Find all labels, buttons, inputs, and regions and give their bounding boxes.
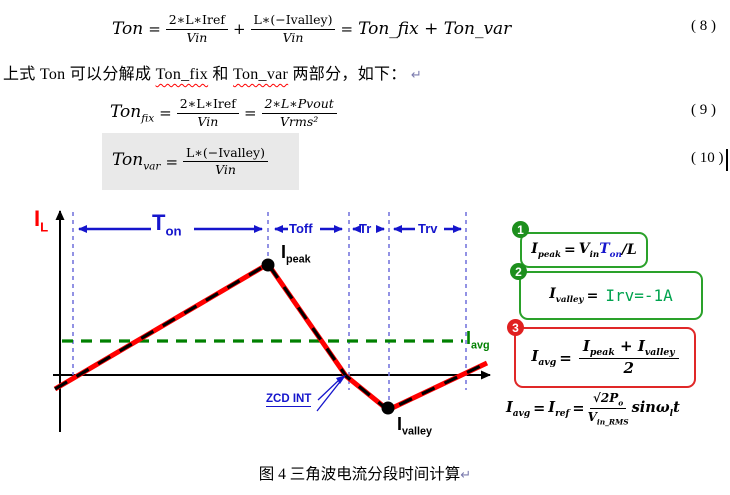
iref-sine-term: sinωlt: [631, 398, 680, 419]
equation-8: Ton = 2∗L∗Iref Vin + L∗(−Ivalley) Vin = …: [112, 8, 511, 50]
ipeak-eq-equals: =: [564, 242, 576, 258]
eq10-fraction: L∗(−Ivalley) Vin: [183, 145, 268, 179]
eq8-frac1-denominator: Vin: [186, 29, 208, 45]
eq8-fraction-1: 2∗L∗Iref Vin: [165, 12, 228, 46]
eq9-base: Tonfix: [110, 101, 155, 125]
zcd-pointer-line-2: [316, 377, 344, 412]
toff-interval-label: Toff: [289, 221, 313, 236]
iavg-eq-lhs: Iavg: [531, 347, 557, 368]
eq9-frac2-numerator: 2∗L∗Pvout: [261, 96, 337, 114]
iavg-eq-equals: =: [559, 348, 572, 367]
iavg-label: Iavg: [466, 328, 490, 352]
peak-point: [261, 258, 275, 272]
equation-10-number: ( 10 ): [691, 150, 724, 166]
iref-mid: Iref: [548, 398, 570, 419]
iavg-eq-numerator: Ipeak + Ivalley: [578, 337, 679, 360]
iref-denominator: Vin_RMS: [587, 410, 629, 427]
ivalley-eq-equals: =: [586, 287, 599, 304]
iavg-eq-denominator: 2: [623, 359, 634, 378]
eq9-equals-2: =: [243, 104, 257, 122]
eq9-equals: =: [159, 104, 172, 122]
ipeak-eq-vin: Vin: [578, 240, 600, 260]
paragraph-before: 上式 Ton 可以分解成: [3, 66, 156, 83]
step-3-badge: 3: [507, 319, 524, 336]
iref-lhs: Iavg: [506, 398, 531, 419]
text-cursor[interactable]: [726, 149, 728, 171]
valley-point: [381, 401, 395, 415]
zcd-pointer-arrowhead: [336, 375, 346, 384]
eq10-frac-denominator: Vin: [215, 162, 236, 177]
eq8-frac1-numerator: 2∗L∗Iref: [165, 12, 228, 30]
zcd-pointer-line-1: [317, 378, 341, 401]
eq8-equals-2: =: [340, 20, 354, 38]
eq9-frac2-denominator: Vrms²: [280, 113, 319, 129]
ivalley-eq-value: Irv=-1A: [605, 286, 673, 305]
eq9-fraction-2: 2∗L∗Pvout Vrms²: [261, 96, 337, 130]
step-2-badge: 2: [510, 263, 527, 280]
inductor-current-dashed-overlay: [54, 262, 488, 412]
iref-fraction: √2Po Vin_RMS: [588, 390, 629, 428]
eq8-frac2-denominator: Vin: [282, 29, 304, 45]
eq10-equals: =: [165, 152, 179, 171]
eq8-fraction-2: L∗(−Ivalley) Vin: [250, 12, 336, 46]
ton-interval-label: Ton: [152, 210, 182, 239]
iref-formula: Iavg = Iref = √2Po Vin_RMS sinωlt: [506, 390, 680, 428]
eq10-subscript: var: [143, 160, 161, 173]
iavg-eq-fraction: Ipeak + Ivalley 2: [578, 337, 679, 378]
eq10-frac-numerator: L∗(−Ivalley): [183, 145, 268, 162]
eq9-subscript: fix: [141, 112, 155, 125]
eq9-frac1-numerator: 2∗L∗Iref: [176, 96, 239, 114]
iavg-formula-box: Iavg = Ipeak + Ivalley 2: [514, 327, 696, 388]
tr-interval-label: Tr: [359, 221, 372, 236]
paragraph-after: 两部分，如下：: [288, 66, 411, 83]
eq9-fraction-1: 2∗L∗Iref Vin: [176, 96, 239, 130]
paragraph-mark-icon: ↵: [410, 67, 423, 82]
equation-10: Tonvar = L∗(−Ivalley) Vin: [112, 133, 268, 190]
eq8-rhs: Ton_fix + Ton_var: [358, 19, 512, 39]
step-1-badge: 1: [512, 221, 529, 238]
iref-equals-2: =: [572, 400, 585, 418]
waveform-diagram: [53, 210, 491, 432]
paragraph-term-tonfix: Ton_fix: [155, 66, 209, 83]
eq10-base: Tonvar: [112, 150, 161, 173]
paragraph-term-tonvar: Ton_var: [233, 66, 289, 83]
paragraph-middle: 和: [208, 66, 233, 83]
ipeak-eq-lhs: Ipeak: [531, 240, 562, 260]
zcd-int-label: ZCD INT: [266, 393, 312, 407]
ipeak-formula-box: Ipeak = Vin Ton /L: [520, 232, 648, 268]
equation-9: Tonfix = 2∗L∗Iref Vin = 2∗L∗Pvout Vrms²: [110, 90, 337, 136]
ipeak-label: Ipeak: [281, 242, 311, 266]
iref-equals-1: =: [533, 400, 546, 418]
eq8-equals: =: [148, 20, 161, 38]
iref-numerator: √2Po: [589, 390, 627, 410]
trv-interval-label: Trv: [418, 221, 438, 236]
ipeak-eq-ton: Ton: [599, 240, 622, 260]
inductor-current-waveform: [53, 261, 489, 413]
eq9-frac1-denominator: Vin: [197, 113, 219, 129]
eq8-frac2-numerator: L∗(−Ivalley): [250, 12, 336, 30]
paragraph-text: 上式 Ton 可以分解成 Ton_fix 和 Ton_var 两部分，如下： ↵: [3, 60, 422, 84]
eq8-plus: +: [232, 20, 246, 38]
ipeak-eq-over-l: /L: [621, 242, 637, 258]
equation-8-number: ( 8 ): [691, 18, 716, 34]
figure-caption: 图 4 三角波电流分段时间计算↵: [0, 462, 730, 484]
caption-paragraph-mark-icon: ↵: [460, 467, 472, 482]
eq8-lhs: Ton: [112, 19, 144, 39]
y-axis-label: IL: [34, 206, 49, 235]
equation-9-number: ( 9 ): [691, 102, 716, 118]
ivalley-label: Ivalley: [397, 414, 433, 438]
caption-text: 图 4 三角波电流分段时间计算: [258, 466, 461, 483]
ivalley-eq-lhs: Ivalley: [549, 286, 584, 305]
ivalley-formula-box: Ivalley = Irv=-1A: [519, 271, 703, 320]
